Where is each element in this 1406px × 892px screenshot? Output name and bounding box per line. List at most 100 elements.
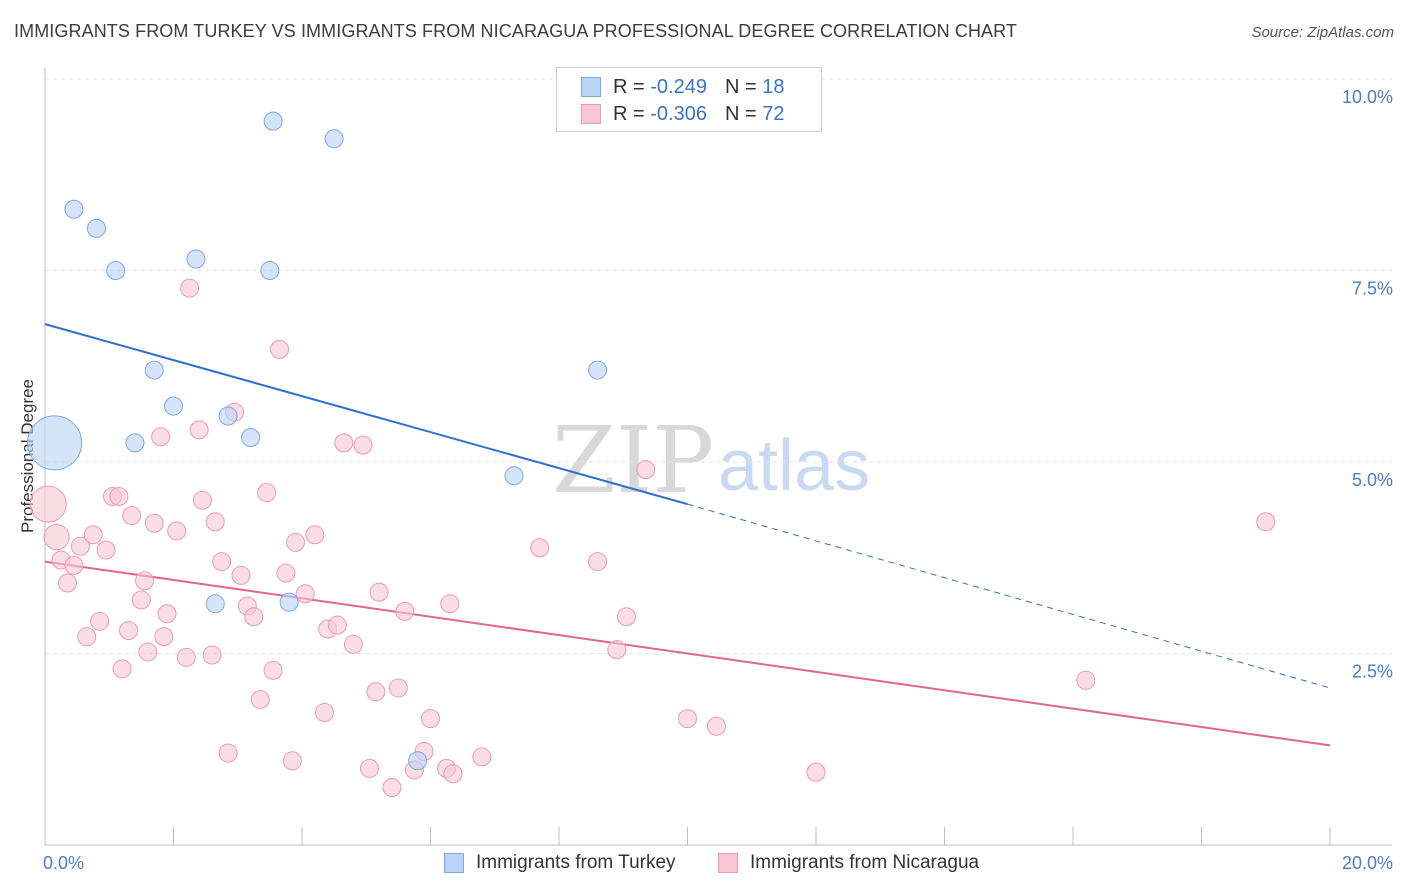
nicaragua-point — [806, 762, 826, 782]
turkey-point — [106, 261, 126, 280]
nicaragua-point — [112, 659, 132, 679]
nicaragua-point — [180, 278, 200, 298]
n-label: N = — [724, 102, 757, 125]
y-tick-labels: 2.5% 5.0% 7.5% 10.0% — [1342, 87, 1393, 682]
nicaragua-point — [29, 485, 67, 523]
turkey-point — [263, 111, 283, 131]
nicaragua-point — [57, 573, 77, 593]
nicaragua-point — [157, 604, 177, 624]
turkey-point — [260, 261, 280, 280]
nicaragua-point — [131, 590, 151, 610]
nicaragua-point — [588, 552, 608, 572]
nicaragua-trend-line — [44, 560, 1331, 747]
nicaragua-point — [343, 634, 363, 654]
nicaragua-point — [43, 523, 70, 551]
n-label: N = — [724, 75, 757, 98]
source-label: Source: ZipAtlas.com — [1251, 24, 1394, 41]
nicaragua-swatch — [581, 104, 601, 124]
nicaragua-point — [353, 435, 373, 455]
nicaragua-point — [314, 702, 334, 722]
grid-lines — [45, 78, 1392, 654]
turkey-point — [27, 415, 83, 471]
nicaragua-point — [192, 490, 212, 510]
nicaragua-point — [440, 594, 460, 614]
nicaragua-point — [250, 689, 270, 709]
nicaragua-point — [90, 611, 110, 631]
nicaragua-point — [395, 601, 415, 621]
nicaragua-point — [366, 682, 386, 702]
turkey-point — [186, 249, 206, 269]
nicaragua-point — [443, 764, 463, 784]
chart-title: IMMIGRANTS FROM TURKEY VS IMMIGRANTS FRO… — [14, 21, 1018, 41]
watermark-atlas: atlas — [718, 426, 870, 506]
nicaragua-point — [83, 525, 103, 545]
nicaragua-point — [122, 506, 142, 526]
turkey-point — [504, 466, 524, 486]
nicaragua-point — [70, 536, 90, 556]
y-tick-label: 7.5% — [1352, 279, 1393, 299]
nicaragua-point — [382, 778, 402, 798]
legend-label-turkey: Immigrants from Turkey — [476, 852, 676, 873]
nicaragua-legend-swatch — [718, 853, 738, 873]
nicaragua-point — [189, 420, 209, 440]
nicaragua-point — [282, 751, 302, 771]
nicaragua-point — [231, 565, 251, 585]
nicaragua-point — [257, 483, 277, 503]
legend-item-turkey: Immigrants from Turkey — [444, 852, 676, 874]
nicaragua-point — [369, 582, 389, 602]
nicaragua-point — [77, 627, 97, 647]
nicaragua-point — [607, 640, 627, 660]
turkey-point — [408, 751, 428, 771]
nicaragua-point — [176, 647, 196, 667]
turkey-point — [64, 199, 84, 219]
r-label: R = — [613, 75, 645, 98]
nicaragua-point — [334, 433, 354, 453]
data-points — [27, 111, 1276, 798]
nicaragua-point — [1076, 670, 1096, 690]
turkey-point — [218, 406, 238, 426]
nicaragua-point — [1256, 512, 1276, 532]
x-tick-label: 20.0% — [1342, 853, 1393, 873]
turkey-point — [86, 218, 106, 238]
legend-item-nicaragua: Immigrants from Nicaragua — [718, 852, 979, 874]
nicaragua-point — [359, 758, 379, 778]
nicaragua-point — [327, 615, 347, 635]
turkey-point — [241, 427, 261, 447]
turkey-point — [205, 594, 225, 614]
nicaragua-point — [167, 521, 187, 541]
turkey-trend-extension — [687, 503, 1331, 689]
y-tick-label: 10.0% — [1342, 87, 1393, 107]
nicaragua-point — [138, 642, 158, 662]
nicaragua-point — [202, 645, 222, 665]
nicaragua-point — [212, 552, 232, 572]
nicaragua-point — [151, 427, 171, 447]
nicaragua-point — [119, 621, 139, 641]
nicaragua-point — [244, 607, 264, 627]
turkey-legend-swatch — [444, 853, 464, 873]
nicaragua-point — [530, 538, 550, 558]
watermark-zip: ZIP — [552, 407, 714, 514]
turkey-swatch — [581, 77, 601, 97]
turkey-point — [125, 433, 145, 453]
turkey-point — [164, 396, 183, 416]
turkey-point — [144, 360, 164, 380]
nicaragua-point — [616, 607, 636, 627]
legend-row-nicaragua: R = -0.306 N = 72 — [581, 101, 784, 127]
nicaragua-point — [270, 339, 290, 359]
r-value: -0.306 — [650, 102, 707, 125]
r-value: -0.249 — [650, 75, 707, 98]
x-tick-labels: 0.0% 20.0% — [43, 853, 1393, 873]
nicaragua-point — [706, 716, 726, 736]
n-value: 18 — [762, 75, 785, 98]
nicaragua-point — [109, 486, 129, 506]
nicaragua-point — [205, 512, 225, 532]
nicaragua-point — [144, 513, 164, 533]
turkey-point — [324, 129, 344, 149]
stats-legend: R = -0.249 N = 18 R = -0.306 N = 72 — [556, 67, 822, 132]
nicaragua-point — [276, 563, 296, 583]
nicaragua-point — [286, 532, 306, 552]
legend-row-turkey: R = -0.249 N = 18 — [581, 74, 784, 100]
nicaragua-point — [678, 709, 697, 729]
legend-label-nicaragua: Immigrants from Nicaragua — [750, 852, 980, 873]
